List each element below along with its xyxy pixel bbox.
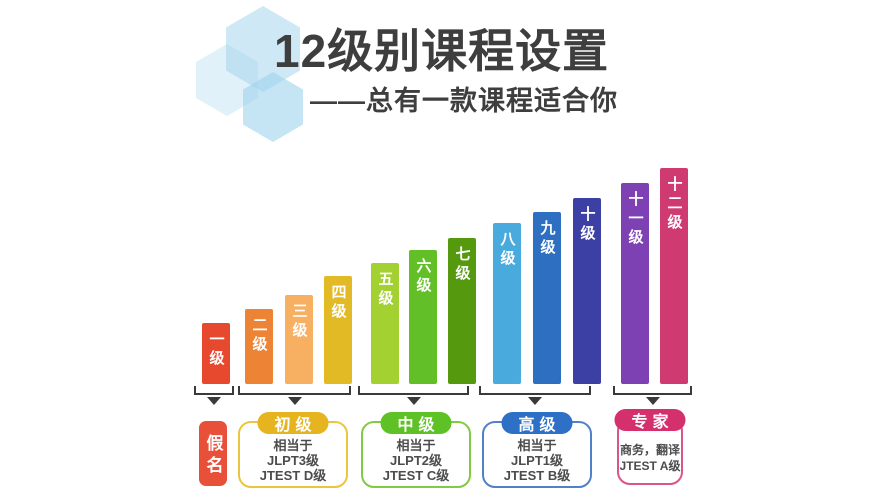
bar-label: 四级 — [329, 284, 347, 322]
group-content-line: JLPT2级 — [389, 453, 442, 468]
down-arrow-icon — [287, 397, 302, 405]
group-box-高级: 高级相当于 JLPT1级 JTEST B级 — [482, 412, 592, 488]
down-arrow-icon — [645, 397, 660, 405]
group-box-初级: 初级相当于 JLPT3级 JTEST D级 — [238, 412, 348, 488]
bar-level-10: 十级 — [573, 198, 601, 384]
bar-label: 九级 — [538, 220, 556, 258]
down-arrow-icon — [207, 397, 221, 405]
group-bracket — [194, 386, 234, 395]
group-bracket — [238, 386, 351, 395]
page-subtitle: ——总有一款课程适合你 — [310, 86, 618, 117]
bar-level-6: 六级 — [409, 250, 437, 384]
group-pill-label: 初级 — [257, 412, 329, 434]
bar-label: 七级 — [453, 246, 471, 284]
bar-label: 十二级 — [665, 176, 683, 233]
down-arrow-icon — [406, 397, 421, 405]
bar-label: 五级 — [376, 271, 394, 309]
group-pill-label: 专家 — [614, 409, 686, 431]
bar-label: 十一级 — [626, 191, 644, 248]
group-content-line: 相当于 — [517, 438, 557, 453]
group-content-line: JLPT3级 — [266, 453, 319, 468]
bar-level-1: 一级 — [202, 323, 230, 384]
bar-level-11: 十一级 — [621, 183, 649, 384]
bar-level-9: 九级 — [533, 212, 561, 384]
group-pill-label: 中级 — [380, 412, 452, 434]
group-box-中级: 中级相当于 JLPT2级 JTEST C级 — [361, 412, 471, 488]
group-bracket — [479, 386, 591, 395]
group-content-line: 相当于 — [396, 438, 436, 453]
group-label: 假名 — [203, 434, 223, 478]
bar-level-8: 八级 — [493, 223, 521, 384]
group-box-假名: 假名 — [199, 421, 227, 486]
bar-level-7: 七级 — [448, 238, 476, 384]
bar-level-5: 五级 — [371, 263, 399, 384]
group-bracket — [358, 386, 469, 395]
bar-label: 三级 — [290, 303, 308, 341]
group-content-line: JTEST D级 — [259, 468, 327, 483]
down-arrow-icon — [528, 397, 542, 405]
bar-label: 二级 — [250, 317, 268, 355]
group-box-专家: 专家商务，翻译 JTEST A级 — [614, 409, 686, 485]
bar-level-4: 四级 — [324, 276, 352, 384]
group-content-line: 相当于 — [273, 438, 313, 453]
group-content-line: JLPT1级 — [510, 453, 563, 468]
group-bracket — [613, 386, 692, 395]
group-content-line: JTEST B级 — [503, 468, 571, 483]
group-pill-label: 高级 — [501, 412, 573, 434]
group-content-line: JTEST A级 — [619, 458, 681, 473]
page-title: 12级别课程设置 — [274, 25, 610, 77]
bar-label: 六级 — [414, 258, 432, 296]
bar-label: 一级 — [207, 331, 225, 369]
bar-level-12: 十二级 — [660, 168, 688, 384]
bar-label: 十级 — [578, 206, 596, 244]
bar-label: 八级 — [498, 231, 516, 269]
group-content-line: JTEST C级 — [382, 468, 450, 483]
group-content-line: 商务，翻译 — [619, 442, 680, 457]
bar-level-3: 三级 — [285, 295, 313, 384]
title-block: 12级别课程设置 ——总有一款课程适合你 — [274, 24, 618, 118]
bar-level-2: 二级 — [245, 309, 273, 384]
